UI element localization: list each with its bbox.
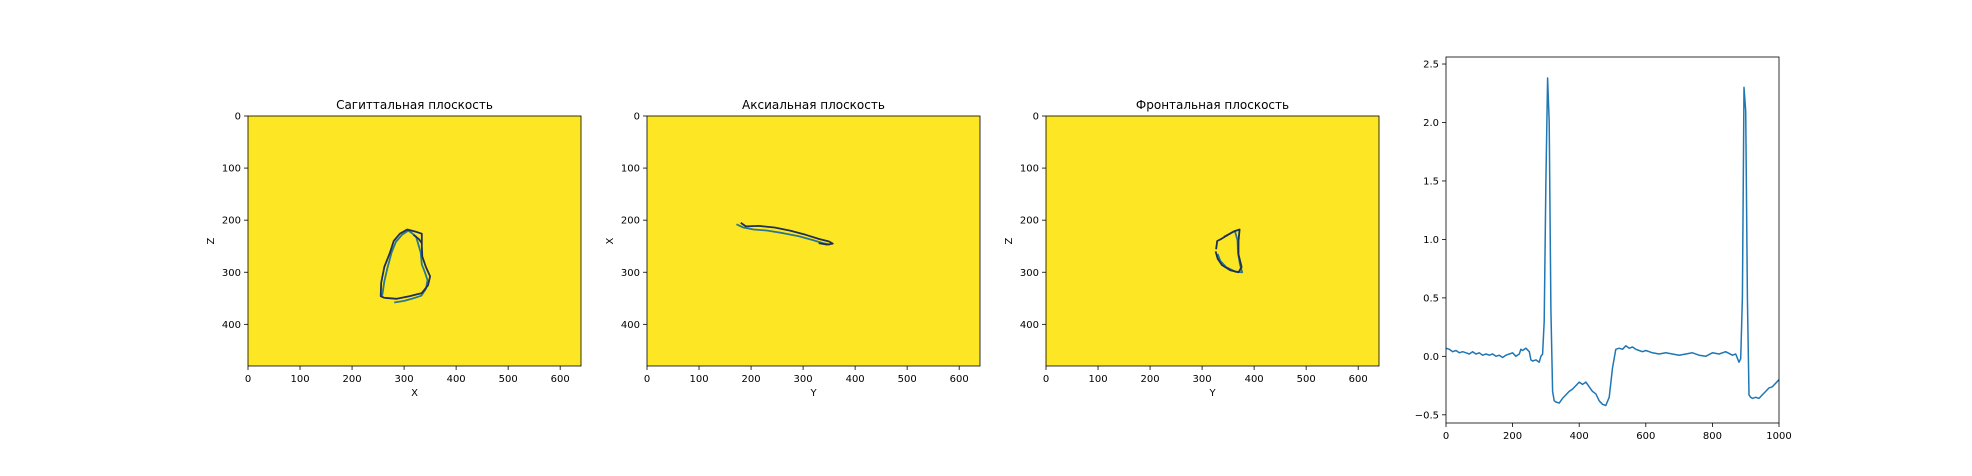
axial-x-tick-label: 400 bbox=[846, 374, 865, 385]
axial-x-tick-label: 600 bbox=[950, 374, 969, 385]
frontal-y-tick-label: 100 bbox=[1020, 164, 1039, 175]
sagittal-y-tick-label: 200 bbox=[222, 216, 241, 227]
frontal-y-tick-label: 0 bbox=[1033, 112, 1039, 123]
frontal-x-tick-label: 300 bbox=[1193, 374, 1212, 385]
frontal-y-tick-label: 300 bbox=[1020, 268, 1039, 279]
axial-contour-0 bbox=[736, 223, 831, 246]
axial-x-tick-label: 500 bbox=[898, 374, 917, 385]
frontal-axes-frame bbox=[1045, 115, 1380, 367]
signal-x-tick-label: 200 bbox=[1503, 431, 1522, 442]
sagittal-x-tick-label: 0 bbox=[245, 374, 251, 385]
signal-x-tick-label: 400 bbox=[1570, 431, 1589, 442]
signal-y-tick-label: −0.5 bbox=[1415, 410, 1439, 421]
frontal-x-tick-label: 400 bbox=[1245, 374, 1264, 385]
sagittal-x-label: X bbox=[411, 388, 418, 399]
sagittal-image bbox=[248, 116, 581, 366]
sagittal-x-tick-label: 200 bbox=[343, 374, 362, 385]
frontal-y-label: Z bbox=[1004, 237, 1015, 244]
axial-x-tick-label: 300 bbox=[794, 374, 813, 385]
axial-y-tick-label: 0 bbox=[634, 112, 640, 123]
sagittal-axes-frame bbox=[247, 115, 582, 367]
signal-x-tick-label: 600 bbox=[1636, 431, 1655, 442]
sagittal-contour-0 bbox=[381, 229, 429, 304]
axial-y-tick-label: 100 bbox=[621, 164, 640, 175]
sagittal-title: Сагиттальная плоскость bbox=[336, 98, 493, 112]
frontal-x-tick-label: 100 bbox=[1088, 374, 1107, 385]
signal-x-tick-label: 0 bbox=[1443, 431, 1449, 442]
sagittal-x-tick-label: 100 bbox=[290, 374, 309, 385]
sagittal-y-tick-label: 100 bbox=[222, 164, 241, 175]
axial-x-tick-label: 0 bbox=[644, 374, 650, 385]
signal-y-tick-label: 1.5 bbox=[1423, 176, 1439, 187]
axial-axes-frame bbox=[646, 115, 981, 367]
frontal-title: Фронтальная плоскость bbox=[1136, 98, 1289, 112]
sagittal-y-label: Z bbox=[206, 237, 217, 244]
axial-y-label: X bbox=[605, 237, 616, 244]
axial-x-tick-label: 200 bbox=[742, 374, 761, 385]
signal-y-tick-label: 0.0 bbox=[1423, 352, 1439, 363]
signal-axes-frame bbox=[1445, 56, 1780, 424]
signal-series-line-0 bbox=[1445, 77, 1780, 407]
sagittal-y-tick-label: 300 bbox=[222, 268, 241, 279]
axial-title: Аксиальная плоскость bbox=[742, 98, 885, 112]
sagittal-panel: 0 100 200 300 400 500 600 0 100 200 300 400 Сагитт… bbox=[206, 98, 582, 399]
frontal-y-tick-label: 200 bbox=[1020, 216, 1039, 227]
signal-panel: 0 200 400 600 800 1000 −0.5 0.0 0.5 1.0 1.5 2.0 2.5 bbox=[1415, 56, 1792, 442]
frontal-x-label: Y bbox=[1208, 388, 1216, 399]
frontal-panel: 0 100 200 300 400 500 600 0 100 200 300 400 Фронта… bbox=[1004, 98, 1380, 399]
sagittal-contour-2 bbox=[412, 234, 423, 244]
frontal-x-tick-label: 200 bbox=[1141, 374, 1160, 385]
signal-y-tick-label: 0.5 bbox=[1423, 293, 1439, 304]
axial-y-tick-label: 300 bbox=[621, 268, 640, 279]
frontal-y-tick-label: 400 bbox=[1020, 320, 1039, 331]
sagittal-contour-1 bbox=[379, 228, 431, 300]
axial-x-label: Y bbox=[809, 388, 817, 399]
signal-x-tick-label: 1000 bbox=[1766, 431, 1791, 442]
frontal-x-tick-label: 0 bbox=[1043, 374, 1049, 385]
sagittal-x-tick-label: 500 bbox=[499, 374, 518, 385]
frontal-x-tick-label: 600 bbox=[1349, 374, 1368, 385]
axial-panel: 0 100 200 300 400 500 600 0 100 200 300 400 Аксиал… bbox=[605, 98, 981, 399]
frontal-x-tick-label: 500 bbox=[1297, 374, 1316, 385]
axial-contour-1 bbox=[740, 222, 834, 246]
sagittal-x-tick-label: 600 bbox=[551, 374, 570, 385]
axial-x-tick-label: 100 bbox=[689, 374, 708, 385]
sagittal-x-tick-label: 300 bbox=[395, 374, 414, 385]
sagittal-x-tick-label: 400 bbox=[447, 374, 466, 385]
sagittal-y-tick-label: 400 bbox=[222, 320, 241, 331]
signal-y-tick-label: 1.0 bbox=[1423, 235, 1439, 246]
signal-y-tick-label: 2.0 bbox=[1423, 118, 1439, 129]
signal-x-tick-label: 800 bbox=[1703, 431, 1722, 442]
frontal-image bbox=[1046, 116, 1379, 366]
sagittal-y-tick-label: 0 bbox=[235, 112, 241, 123]
signal-y-tick-label: 2.5 bbox=[1423, 60, 1439, 71]
axial-y-tick-label: 400 bbox=[621, 320, 640, 331]
axial-y-tick-label: 200 bbox=[621, 216, 640, 227]
frontal-contour-1 bbox=[1214, 228, 1243, 274]
